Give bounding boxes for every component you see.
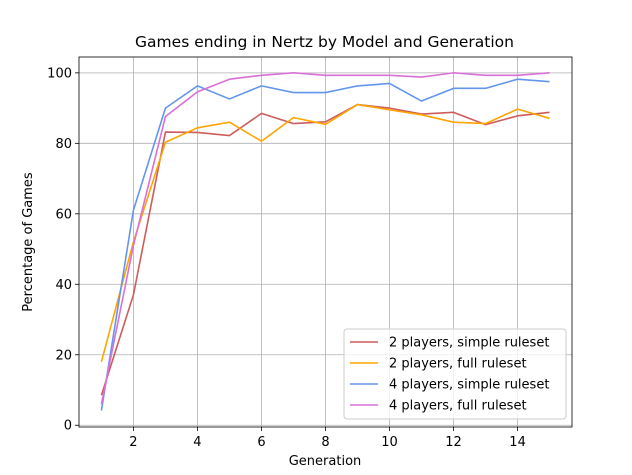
x-tick-label: 6 [257,435,265,450]
series-lines [100,72,550,411]
legend-box [343,328,567,420]
x-axis-title: Generation [289,454,362,469]
x-tick-label: 2 [129,435,137,450]
series-line-3 [100,78,550,411]
y-tick-label: 100 [47,66,72,81]
legend-label: 2 players, full ruleset [389,357,527,372]
series-line-1 [100,103,550,396]
x-tick-label: 10 [381,435,398,450]
grid-lines [79,57,572,427]
legend: 2 players, simple ruleset 2 players, full… [343,328,567,420]
legend-label: 4 players, simple ruleset [389,378,549,393]
y-tick-label: 20 [55,348,72,363]
series-line-2 [100,103,550,363]
legend-label: 2 players, simple ruleset [389,336,549,351]
x-tick-label: 14 [509,435,526,450]
y-axis-title: Percentage of Games [21,172,36,312]
legend-label: 4 players, full ruleset [389,399,527,414]
y-tick-label: 60 [55,207,72,222]
x-axis: 2 4 6 8 10 12 14 [129,427,526,450]
y-tick-label: 40 [55,278,72,293]
series-line-4 [100,72,550,405]
x-tick-label: 12 [445,435,462,450]
y-axis: 0 20 40 60 80 100 [47,66,79,434]
chart-title: Games ending in Nertz by Model and Gener… [135,33,514,51]
y-tick-label: 0 [64,419,72,434]
x-tick-label: 4 [193,435,201,450]
x-tick-label: 8 [321,435,329,450]
y-tick-label: 80 [55,137,72,152]
